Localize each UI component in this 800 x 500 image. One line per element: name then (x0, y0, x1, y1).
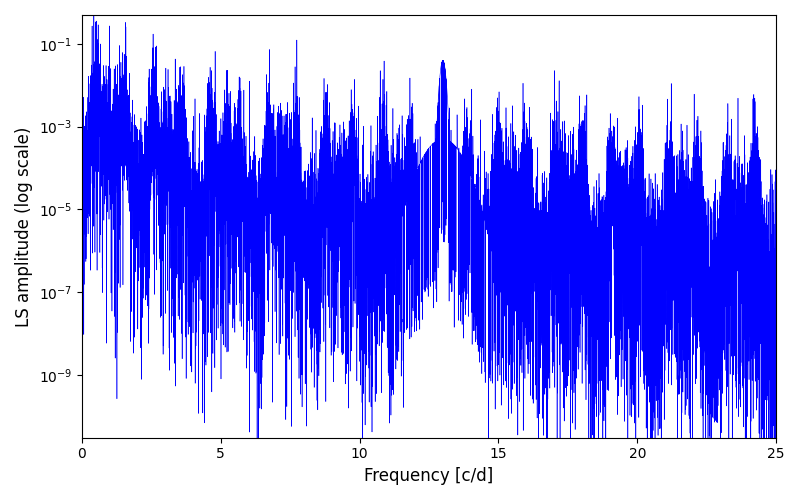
Y-axis label: LS amplitude (log scale): LS amplitude (log scale) (15, 126, 33, 326)
X-axis label: Frequency [c/d]: Frequency [c/d] (364, 467, 494, 485)
